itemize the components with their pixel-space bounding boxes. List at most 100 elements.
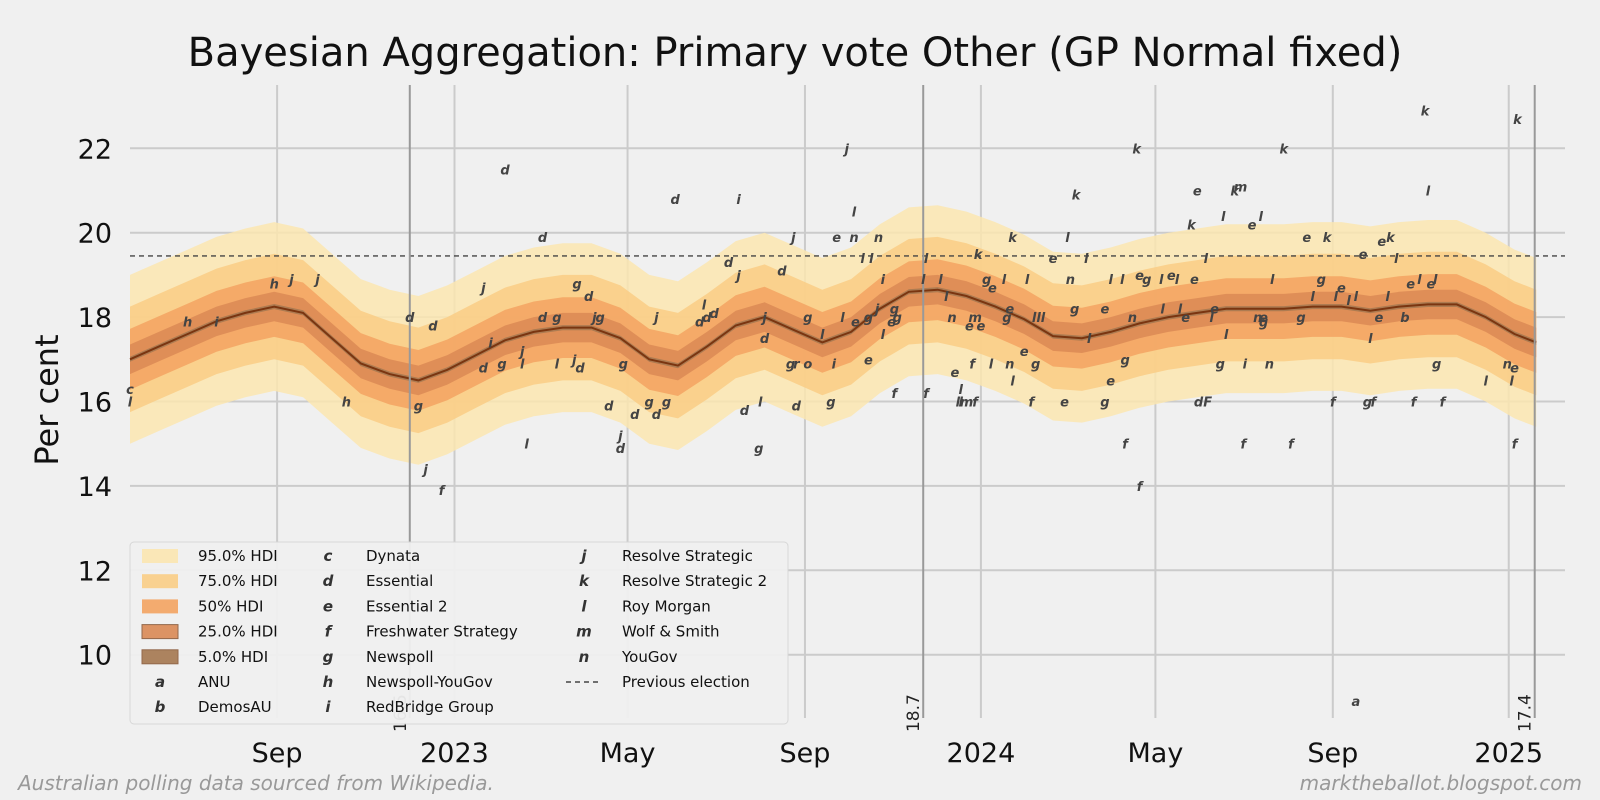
poll-point: j [789,231,796,246]
legend-marker: e [323,597,333,615]
poll-point: f [1029,396,1037,411]
poll-point: k [1513,113,1523,128]
poll-point: l [520,358,525,373]
poll-point: g [890,303,899,318]
poll-point: l [1175,273,1180,288]
poll-point: g [1363,396,1372,411]
poll-point: l [938,273,943,288]
poll-point: d [695,315,705,330]
poll-point: d [740,404,750,419]
poll-point: j [313,273,320,288]
poll-point: l [1483,374,1488,389]
poll-point: f [1137,480,1145,495]
poll-point: d [702,311,712,326]
poll-point: e [832,231,841,246]
poll-point: g [1216,358,1225,373]
legend-label: Dynata [366,547,420,565]
poll-point: j [760,311,767,326]
legend-marker: c [324,547,333,565]
poll-point: j [518,345,525,360]
poll-point: l [1120,273,1125,288]
legend: 95.0% HDI 75.0% HDI 50% HDI 25.0% HDI 5.0% H… [129,541,789,725]
legend-label: 75.0% HDI [198,572,278,590]
poll-point: e [951,366,960,381]
legend-label: 25.0% HDI [198,623,278,641]
y-tick-label: 22 [78,134,112,165]
poll-point: g [786,358,795,373]
y-tick-label: 16 [78,388,112,419]
poll-point: lll [1032,311,1046,326]
poll-point: f [972,396,980,411]
poll-point: h [342,396,351,411]
poll-point: g [826,396,835,411]
poll-point: l [1346,294,1351,309]
poll-point: g [572,277,581,292]
poll-point: f [892,387,900,402]
poll-point: dF [1194,396,1212,411]
poll-point: e [1181,311,1190,326]
poll-point: l [820,328,825,343]
poll-point: l [1025,273,1030,288]
poll-point: l [958,396,963,411]
poll-point: j [287,273,294,288]
poll-point: d [575,362,585,377]
legend-label: RedBridge Group [366,698,494,716]
x-tick-label: May [600,738,656,769]
poll-point: g [662,396,671,411]
poll-point: e [1259,311,1268,326]
poll-point: l [1385,290,1390,305]
poll-point: m [1234,180,1248,195]
legend-label: Roy Morgan [622,597,711,615]
poll-point: d [777,265,787,280]
poll-point: k [1187,218,1197,233]
legend-label: Wolf & Smith [622,623,720,641]
poll-point: k [974,248,984,263]
poll-point: f [1370,396,1378,411]
poll-point: g [1120,353,1129,368]
poll-point: k [1421,104,1431,119]
poll-point: l [1310,290,1315,305]
poll-point: l [1509,374,1514,389]
poll-point: l [1394,252,1399,267]
poll-point: d [538,311,548,326]
poll-point: d [538,231,548,246]
poll-point: l [860,252,865,267]
poll-point: l [1258,210,1263,225]
y-tick-label: 18 [78,303,112,334]
y-tick-label: 10 [78,641,112,672]
poll-point: f [969,358,977,373]
poll-point: l [1065,231,1070,246]
poll-point: l [1087,332,1092,347]
poll-point: d [616,442,626,457]
poll-point: d [604,400,614,415]
poll-point: g [893,311,902,326]
poll-point: g [596,311,605,326]
poll-point: l [1354,290,1359,305]
poll-point: f [1330,396,1338,411]
poll-point: l [128,396,133,411]
poll-point: e [1190,273,1199,288]
legend-label: ANU [198,673,230,691]
poll-point: n [1128,311,1137,326]
poll-point: j [616,429,623,444]
poll-point: b [1400,311,1409,326]
poll-point: l [921,273,926,288]
y-tick-label: 14 [78,472,112,503]
poll-point: n [947,311,956,326]
poll-point: e [988,282,997,297]
x-tick-label: Sep [1307,738,1358,769]
legend-marker: k [579,572,590,590]
poll-point: l [758,396,763,411]
poll-point: e [1337,282,1346,297]
legend-swatch [142,574,178,589]
footer-source: Australian polling data sourced from Wik… [16,771,494,795]
poll-point: k [1008,231,1018,246]
legend-label: Essential [366,572,433,590]
poll-point: f [1411,396,1419,411]
legend-swatch [142,549,178,563]
legend-label: Resolve Strategic 2 [622,572,767,590]
poll-point: l [1178,303,1183,318]
poll-point: g [497,358,506,373]
poll-point: f [1241,438,1249,453]
legend-marker: m [576,623,592,641]
